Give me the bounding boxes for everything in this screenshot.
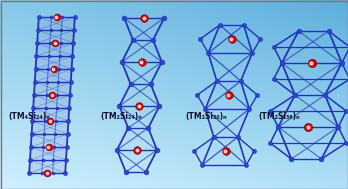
Polygon shape [33, 95, 70, 108]
Polygon shape [35, 56, 72, 69]
Polygon shape [32, 108, 69, 121]
Polygon shape [37, 30, 74, 43]
Text: (TM₂Si₂₄)ₙ: (TM₂Si₂₄)ₙ [100, 112, 142, 122]
Polygon shape [29, 160, 66, 173]
Polygon shape [37, 43, 73, 56]
Polygon shape [35, 69, 72, 82]
Polygon shape [32, 121, 69, 134]
Polygon shape [34, 82, 71, 95]
Text: (TM₂Si₃₆)ₙ: (TM₂Si₃₆)ₙ [258, 112, 300, 122]
Text: (TM₄Si₂₄)ₙ: (TM₄Si₂₄)ₙ [8, 112, 50, 122]
Text: (TM₂Si₃₀)ₙ: (TM₂Si₃₀)ₙ [185, 112, 227, 122]
Polygon shape [31, 134, 68, 147]
Polygon shape [30, 147, 67, 160]
Polygon shape [38, 17, 75, 30]
